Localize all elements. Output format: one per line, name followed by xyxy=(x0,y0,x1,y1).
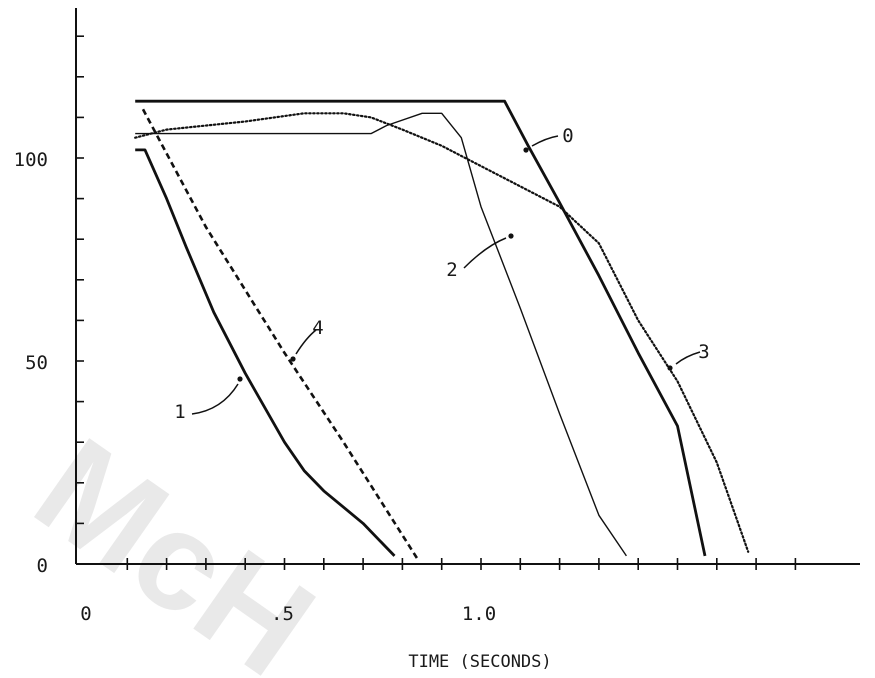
annotation-label: 4 xyxy=(312,317,323,339)
annotation-arrowhead xyxy=(667,365,673,371)
annotation-curve-4: 4 xyxy=(290,317,324,362)
annotation-arrow xyxy=(531,135,559,147)
y-tick-label: 0 xyxy=(37,555,48,577)
x-axis-title: TIME (SECONDS) xyxy=(408,652,551,672)
annotation-label: 1 xyxy=(174,401,185,423)
annotation-arrowhead xyxy=(237,376,243,382)
y-tick-label: 50 xyxy=(25,352,48,374)
series-line-3 xyxy=(134,112,750,553)
y-tick-label: 100 xyxy=(14,149,48,171)
svg-text:McH: McH xyxy=(9,408,341,678)
series-line-4 xyxy=(141,108,420,561)
curve-annotations: 0 1 2 3 4 xyxy=(174,125,709,423)
annotation-arrow xyxy=(295,329,317,355)
annotation-label: 2 xyxy=(446,259,457,281)
annotation-curve-1: 1 xyxy=(174,376,243,423)
x-tick-label: .5 xyxy=(271,603,294,625)
annotation-label: 3 xyxy=(698,341,709,363)
annotation-label: 0 xyxy=(562,125,573,147)
x-tick-label: 1.0 xyxy=(462,603,496,625)
series-line-1 xyxy=(135,148,396,557)
annotation-arrow xyxy=(191,383,239,415)
annotation-arrow xyxy=(463,237,507,269)
series-line-0 xyxy=(135,99,707,557)
annotation-arrow xyxy=(675,351,701,365)
annotation-curve-2: 2 xyxy=(446,233,514,281)
annotation-arrowhead xyxy=(508,233,514,239)
x-tick-labels: 0 .5 1.0 xyxy=(80,603,496,625)
annotation-curve-0: 0 xyxy=(523,125,574,153)
x-ticks xyxy=(126,558,797,570)
y-ticks xyxy=(76,35,84,525)
annotation-arrowhead xyxy=(523,147,529,153)
series-line-2 xyxy=(135,112,627,557)
series xyxy=(134,99,750,561)
watermark: McH xyxy=(9,408,341,678)
annotation-arrowhead xyxy=(290,356,296,362)
annotation-curve-3: 3 xyxy=(667,341,710,371)
y-tick-labels: 0 50 100 xyxy=(14,149,48,577)
x-tick-label: 0 xyxy=(80,603,91,625)
